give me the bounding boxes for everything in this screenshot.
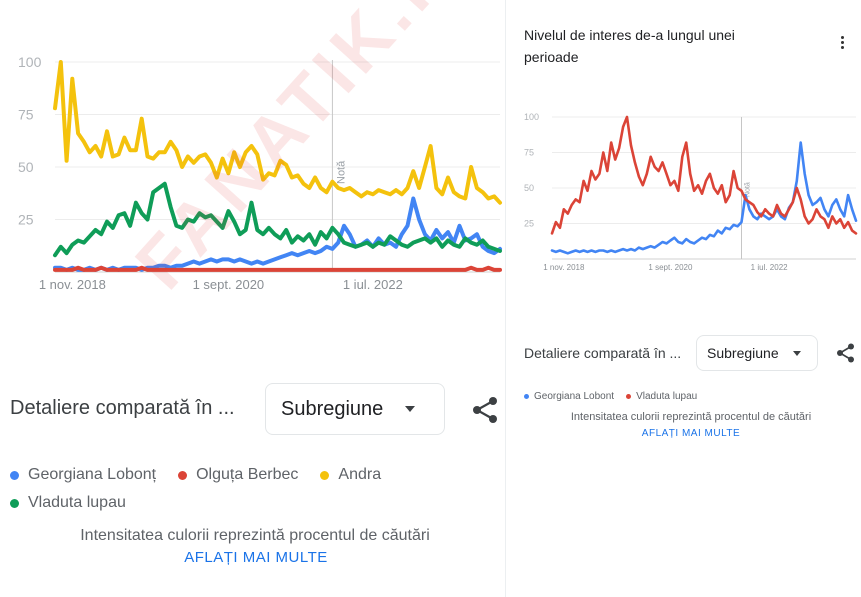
color-intensity-note: Intensitatea culorii reprezintă procentu… [80,527,430,544]
legend-item[interactable]: Georgiana Lobonț [10,466,156,484]
legend-item[interactable]: Georgiana Lobont [524,391,614,402]
dropdown-value: Subregiune [281,397,384,420]
y-tick-label: 50 [524,183,534,193]
x-tick-label: 1 sept. 2020 [193,277,265,292]
x-tick-label: 1 sept. 2020 [648,263,693,272]
subregion-dropdown[interactable]: Subregiune [696,335,818,371]
legend-label: Georgiana Lobont [534,391,615,402]
interest-over-time-chart-small: 100 75 50 25 Notă 1 nov. 2018 1 sept. 2020 1 iu… [524,112,858,272]
x-tick-label: 1 nov. 2018 [39,277,106,292]
legend: Georgiana Lobont Vladuta lupau [524,391,844,402]
interest-over-time-chart: 100 75 50 25 Notă 1 nov. 2018 1 sept. 2020 1 iu… [18,54,502,292]
share-icon[interactable] [835,342,857,364]
y-tick-label: 25 [18,211,34,227]
y-tick-label: 75 [18,106,34,122]
learn-more-link[interactable]: AFLAȚI MAI MULTE [641,428,741,439]
y-tick-label: 100 [18,54,42,70]
legend-item[interactable]: Olguța Berbec [178,466,298,484]
subregion-dropdown[interactable]: Subregiune [265,383,445,435]
x-tick-label: 1 iul. 2022 [343,277,403,292]
series-line [550,141,858,255]
series-line [53,181,502,258]
legend-label: Georgiana Lobonț [28,466,157,483]
dropdown-value: Subregiune [707,345,779,361]
color-intensity-note: Intensitatea culorii reprezintă procentu… [570,411,812,423]
legend-label: Vladuta lupau [28,494,126,511]
y-tick-label: 50 [18,159,34,175]
legend-dot-red [178,470,188,480]
legend-dot-yellow [320,470,330,480]
y-tick-label: 75 [524,148,534,158]
legend-label: Olguța Berbec [196,466,299,483]
series-line [550,115,858,235]
legend: Georgiana Lobonț Olguța Berbec Andra Vla… [10,466,460,512]
x-tick-label: 1 nov. 2018 [543,263,585,272]
legend-label: Andra [338,466,382,483]
legend-label: Vladuta lupau [636,391,698,402]
legend-dot-green [10,498,19,508]
breakdown-label: Detaliere comparată în ... [524,345,682,361]
chart-title: Nivelul de interes de-a lungul unei peri… [524,27,735,65]
series-line [53,265,502,272]
series-line [53,60,502,205]
x-tick-label: 1 iul. 2022 [751,263,788,272]
legend-dot-blue [10,470,19,480]
legend-item[interactable]: Vladuta lupau [10,494,126,512]
legend-item[interactable]: Andra [320,466,381,484]
right-panel: Nivelul de interes de-a lungul unei peri… [505,0,861,597]
left-panel: 100 75 50 25 Notă 1 nov. 2018 1 sept. 2020 1 iu… [10,53,502,566]
legend-dot-red [626,394,632,399]
legend-item[interactable]: Vladuta lupau [626,391,697,402]
chevron-down-icon [792,350,801,356]
note-label: Notă [745,182,752,197]
share-icon[interactable] [471,395,501,425]
more-options-icon[interactable] [837,36,847,51]
note-label: Notă [335,160,347,184]
y-tick-label: 100 [524,112,539,122]
y-tick-label: 25 [524,219,534,229]
learn-more-link[interactable]: AFLAȚI MAI MULTE [184,549,328,566]
breakdown-label: Detaliere comparată în ... [10,397,235,419]
legend-dot-blue [524,394,529,399]
chevron-down-icon [405,406,416,412]
series-line [53,196,502,272]
